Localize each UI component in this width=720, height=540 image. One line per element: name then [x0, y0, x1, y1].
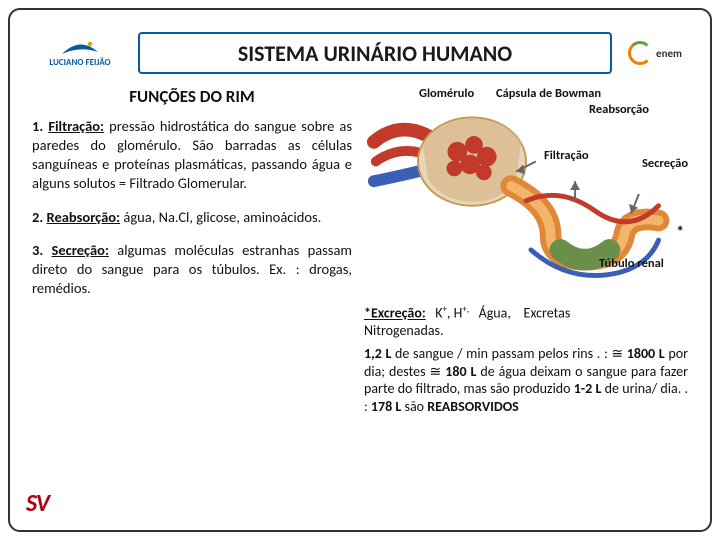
excretion-line: *Excreção: K+, H+, Água, Excretas Nitrog… — [364, 304, 688, 339]
logo-swoosh-icon — [60, 40, 100, 58]
fn3-num: 3. — [32, 241, 43, 259]
excretion-water: Água, — [479, 305, 511, 322]
label-tubulo: Túbulo renal — [599, 256, 664, 271]
enem-swirl-icon — [628, 41, 652, 65]
function-item-2: 2. Reabsorção: água, Na.Cl, glicose, ami… — [32, 208, 352, 227]
vol-8: 178 L — [371, 398, 401, 415]
function-item-1: 1. Filtração: pressão hidrostática do sa… — [32, 117, 352, 194]
vol-0: 1,2 L — [364, 345, 391, 362]
volume-paragraph: 1,2 L de sangue / min passam pelos rins … — [364, 345, 688, 417]
fn2-label: Reabsorção: — [47, 208, 121, 226]
vol-4: 180 L — [445, 363, 476, 380]
svg-text:*: * — [676, 223, 684, 242]
excretion-excretas: Excretas — [524, 305, 571, 322]
functions-subtitle: FUNÇÕES DO RIM — [32, 86, 352, 107]
logo-luciano-feijao: LUCIANO FEIJÃO — [30, 32, 130, 74]
excretion-line2: Nitrogenadas. — [364, 322, 444, 339]
fn3-label: Secreção: — [52, 241, 109, 259]
logo-enem: enem — [620, 32, 690, 74]
content-area: FUNÇÕES DO RIM 1. Filtração: pressão hid… — [32, 86, 688, 512]
excretion-sep: , H — [447, 305, 462, 322]
watermark-sv: SV — [26, 489, 49, 518]
fn1-label: Filtração: — [48, 117, 104, 135]
excretion-h-sup: +, — [462, 304, 469, 315]
left-column: FUNÇÕES DO RIM 1. Filtração: pressão hid… — [32, 86, 352, 512]
slide-frame: LUCIANO FEIJÃO SISTEMA URINÁRIO HUMANO e… — [8, 8, 712, 532]
fn1-num: 1. — [32, 117, 43, 135]
vol-2: 1800 L — [627, 345, 665, 362]
logo-right-text: enem — [656, 47, 682, 60]
fn2-text: água, Na.Cl, glicose, aminoácidos. — [123, 208, 321, 226]
right-column: * Glomérulo Cápsula de Bowman Reabsorção… — [364, 86, 688, 512]
logo-left-text: LUCIANO FEIJÃO — [49, 58, 110, 67]
page-title: SISTEMA URINÁRIO HUMANO — [138, 32, 612, 74]
nephron-diagram: * Glomérulo Cápsula de Bowman Reabsorção… — [364, 86, 688, 296]
label-glomerulo: Glomérulo — [419, 86, 474, 101]
excretion-k: K — [435, 305, 442, 322]
function-item-3: 3. Secreção: algumas moléculas estranhas… — [32, 241, 352, 298]
label-reabsorcao: Reabsorção — [589, 102, 649, 117]
vol-10: REABSORVIDOS — [427, 398, 519, 415]
vol-6: 1-2 L — [574, 380, 602, 397]
label-filtracao: Filtração — [544, 148, 589, 163]
label-secrecao: Secreção — [642, 156, 688, 171]
vol-1: de sangue / min passam pelos rins . : ≅ — [391, 345, 626, 362]
vol-9: são — [401, 398, 427, 415]
label-capsula: Cápsula de Bowman — [496, 86, 601, 101]
excretion-prefix: *Excreção: — [364, 305, 426, 322]
header: LUCIANO FEIJÃO SISTEMA URINÁRIO HUMANO e… — [30, 30, 690, 76]
fn2-num: 2. — [32, 208, 43, 226]
